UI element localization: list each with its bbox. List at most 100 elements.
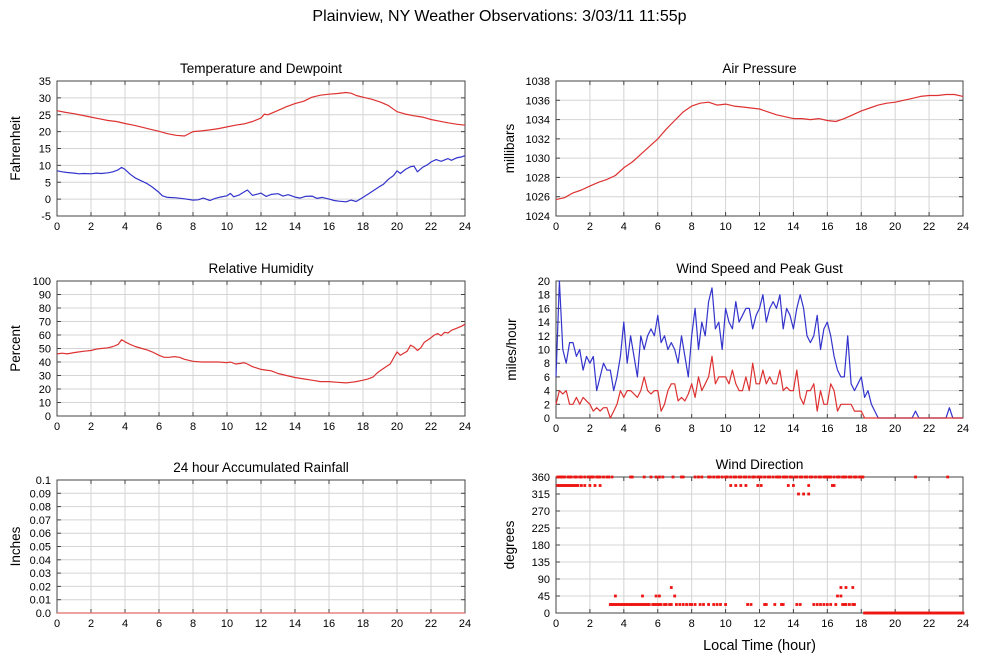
- x-tick-label: 20: [391, 221, 403, 233]
- scatter-point: [598, 475, 602, 479]
- chart-title: 24 hour Accumulated Rainfall: [173, 460, 349, 475]
- scatter-point: [576, 484, 580, 487]
- scatter-point: [951, 611, 955, 615]
- scatter-point: [822, 603, 826, 606]
- scatter-point: [673, 594, 677, 598]
- x-tick-label: 16: [323, 421, 335, 433]
- y-tick-label: 40: [39, 357, 51, 369]
- scatter-point: [773, 603, 777, 606]
- scatter-point: [788, 475, 792, 479]
- x-tick-label: 20: [391, 618, 403, 630]
- scatter-point: [824, 475, 827, 479]
- chart-air-pressure: 0 2 4 6 8 10 12 14 16 18 20 22 241024102610281030103…: [502, 61, 969, 233]
- x-tick-label: 0: [553, 618, 559, 630]
- x-tick-label: 8: [190, 421, 196, 433]
- scatter-point: [790, 475, 794, 479]
- scatter-point: [607, 475, 610, 479]
- y-tick-label: 0.06: [30, 528, 51, 540]
- scatter-point: [744, 475, 748, 479]
- y-tick-label: 0.03: [30, 568, 51, 580]
- scatter-point: [763, 603, 766, 606]
- scatter-point: [956, 611, 960, 615]
- scatter-point: [868, 611, 872, 615]
- y-tick-label: 1028: [526, 172, 550, 184]
- scatter-point: [771, 475, 775, 479]
- scatter-point: [807, 484, 811, 487]
- x-tick-label: 0: [54, 618, 60, 630]
- scatter-point: [759, 475, 763, 479]
- x-tick-label: 18: [855, 618, 867, 630]
- scatter-point: [588, 475, 592, 479]
- scatter-point: [561, 484, 565, 487]
- scatter-point: [598, 484, 602, 487]
- scatter-point: [927, 611, 931, 615]
- y-tick-label: 45: [538, 591, 550, 603]
- y-axis-label: millibars: [502, 124, 517, 174]
- x-tick-label: 4: [621, 618, 627, 630]
- scatter-point: [719, 603, 722, 606]
- y-tick-label: 16: [538, 303, 550, 315]
- y-tick-label: 225: [532, 523, 550, 535]
- x-axis-label: Local Time (hour): [703, 638, 816, 654]
- scatter-point: [763, 475, 766, 479]
- scatter-point: [756, 484, 760, 487]
- y-tick-label: 70: [39, 317, 51, 329]
- scatter-point: [608, 603, 612, 606]
- x-tick-label: 16: [821, 221, 833, 233]
- x-tick-label: 24: [459, 421, 471, 433]
- scatter-point: [637, 603, 641, 606]
- scatter-point: [849, 475, 853, 479]
- y-tick-label: 100: [33, 276, 51, 288]
- scatter-point: [785, 475, 788, 479]
- scatter-point: [756, 475, 760, 479]
- x-tick-label: 0: [54, 421, 60, 433]
- x-tick-label: 22: [923, 221, 935, 233]
- scatter-point: [651, 603, 655, 606]
- scatter-point: [829, 475, 833, 479]
- scatter-point: [948, 611, 951, 615]
- scatter-point: [724, 603, 727, 606]
- scatter-point: [851, 586, 855, 589]
- scatter-point: [656, 603, 660, 606]
- y-tick-label: 0.05: [30, 542, 51, 554]
- scatter-point: [605, 475, 609, 479]
- scatter-point: [569, 484, 573, 487]
- scatter-point: [602, 475, 605, 479]
- x-tick-label: 16: [821, 618, 833, 630]
- scatter-point: [953, 611, 956, 615]
- scatter-point: [625, 603, 629, 606]
- scatter-point: [571, 484, 575, 487]
- scatter-point: [614, 594, 617, 598]
- x-tick-label: 12: [255, 221, 267, 233]
- scatter-point: [844, 603, 848, 606]
- y-tick-label: 0.09: [30, 488, 51, 500]
- chart-wind-speed-gust: 0 2 4 6 8 10 12 14 16 18 20 22 2402468101214161820Wi…: [504, 261, 969, 435]
- scatter-point: [917, 611, 921, 615]
- scatter-point: [859, 475, 863, 479]
- scatter-point: [629, 475, 632, 479]
- x-tick-label: 12: [753, 221, 765, 233]
- scatter-point: [583, 475, 587, 479]
- y-tick-label: 12: [538, 331, 550, 343]
- x-tick-label: 14: [787, 221, 799, 233]
- y-tick-label: 14: [538, 317, 550, 329]
- scatter-point: [681, 475, 685, 479]
- y-tick-label: 315: [532, 489, 550, 501]
- scatter-point: [759, 484, 763, 487]
- scatter-point: [812, 603, 816, 606]
- y-tick-label: 50: [39, 344, 51, 356]
- scatter-point: [615, 603, 619, 606]
- scatter-point: [837, 475, 841, 479]
- series-wind-speed: [555, 355, 963, 419]
- x-tick-label: 14: [289, 618, 301, 630]
- scatter-point: [897, 611, 900, 615]
- x-tick-label: 18: [855, 423, 867, 435]
- scatter-point: [766, 475, 770, 479]
- x-tick-label: 14: [787, 618, 799, 630]
- scatter-point: [739, 484, 743, 487]
- chart-wind-direction: 0 2 4 6 8 10 12 14 16 18 20 22 240459013518022527031…: [502, 457, 969, 654]
- scatter-point: [875, 611, 878, 615]
- page-title: Plainview, NY Weather Observations: 3/03…: [312, 8, 687, 25]
- scatter-point: [909, 611, 912, 615]
